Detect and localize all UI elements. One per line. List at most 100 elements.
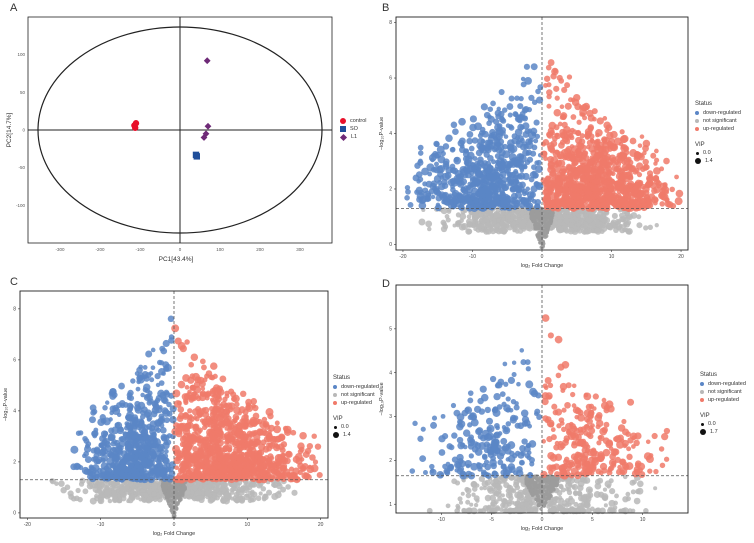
point-up-regulated — [569, 135, 575, 141]
point-down-regulated — [534, 199, 542, 206]
point-not-significant — [177, 498, 182, 503]
panel-letter-a: A — [10, 2, 18, 14]
point-down-regulated — [516, 117, 523, 124]
point-down-regulated — [161, 475, 169, 482]
point-up-regulated — [197, 462, 204, 469]
point-down-regulated — [98, 442, 104, 448]
point-up-regulated — [629, 137, 637, 145]
point-not-significant — [583, 213, 589, 219]
point-up-regulated — [557, 121, 563, 127]
point-not-significant — [524, 223, 532, 231]
point-down-regulated — [97, 467, 103, 474]
point-not-significant — [129, 494, 136, 501]
point-up-regulated — [642, 150, 647, 156]
point-down-regulated — [158, 413, 164, 419]
point-down-regulated — [445, 166, 453, 174]
point-not-significant — [484, 221, 491, 228]
point-not-significant — [204, 490, 211, 497]
point-not-significant — [146, 488, 154, 495]
point-up-regulated — [273, 425, 282, 434]
point-down-regulated — [520, 81, 527, 88]
point-down-regulated — [109, 388, 117, 396]
point-down-regulated — [161, 371, 166, 376]
point-not-significant — [202, 484, 210, 492]
point-not-significant — [567, 221, 574, 228]
point-not-significant — [459, 213, 467, 220]
point-up-regulated — [593, 153, 601, 161]
legend-item-l1: L1 — [339, 133, 367, 141]
point-down-regulated — [435, 165, 444, 174]
point-up-regulated — [663, 157, 670, 165]
point-up-regulated — [202, 467, 210, 474]
point-down-regulated — [143, 375, 150, 382]
point-l1 — [204, 122, 212, 130]
point-up-regulated — [580, 205, 586, 211]
point-not-significant — [189, 489, 195, 495]
point-up-regulated — [554, 198, 562, 206]
point-up-regulated — [559, 104, 565, 110]
point-down-regulated — [127, 406, 134, 412]
point-down-regulated — [489, 128, 496, 136]
point-up-regulated — [568, 178, 575, 184]
point-up-regulated — [273, 435, 282, 443]
y-tick-label: 2 — [389, 187, 392, 193]
point-up-regulated — [605, 196, 612, 203]
point-down-regulated — [163, 448, 169, 454]
panel-letter-b: B — [382, 2, 390, 14]
point-up-regulated — [176, 400, 182, 406]
point-up-regulated — [579, 184, 585, 189]
legend-marker-control — [340, 118, 346, 124]
point-down-regulated — [508, 95, 515, 102]
point-up-regulated — [282, 425, 289, 432]
point-up-regulated — [588, 125, 594, 131]
point-up-regulated — [610, 130, 618, 139]
point-down-regulated — [130, 467, 137, 474]
point-up-regulated — [625, 163, 633, 171]
point-down-regulated — [526, 191, 535, 199]
point-not-significant — [514, 210, 519, 215]
point-not-significant — [88, 480, 95, 487]
point-up-regulated — [176, 415, 184, 423]
point-down-regulated — [487, 106, 494, 112]
point-down-regulated — [128, 452, 135, 459]
point-down-regulated — [530, 63, 538, 71]
point-not-significant — [491, 220, 497, 225]
point-not-significant — [98, 490, 104, 496]
point-down-regulated — [157, 359, 163, 366]
point-down-regulated — [449, 146, 456, 153]
point-down-regulated — [97, 418, 105, 426]
point-down-regulated — [519, 155, 527, 163]
point-up-regulated — [606, 140, 614, 148]
point-up-regulated — [172, 389, 181, 398]
point-not-significant — [441, 221, 447, 227]
point-up-regulated — [230, 454, 236, 461]
point-down-regulated — [533, 138, 539, 144]
point-up-regulated — [550, 156, 559, 165]
point-not-significant — [610, 220, 616, 226]
point-not-significant — [512, 228, 517, 233]
point-not-significant — [160, 481, 165, 486]
point-up-regulated — [654, 157, 660, 163]
point-not-significant — [157, 486, 162, 491]
point-not-significant — [594, 227, 602, 235]
point-up-regulated — [217, 388, 225, 396]
point-up-regulated — [572, 192, 581, 201]
point-down-regulated — [135, 386, 141, 392]
point-down-regulated — [434, 161, 439, 167]
point-up-regulated — [184, 385, 190, 390]
point-down-regulated — [90, 409, 97, 416]
point-down-regulated — [525, 141, 534, 150]
point-not-significant — [622, 218, 629, 224]
point-up-regulated — [249, 467, 257, 474]
point-up-regulated — [591, 192, 598, 199]
point-up-regulated — [190, 384, 197, 391]
point-down-regulated — [535, 88, 541, 95]
point-up-regulated — [281, 452, 286, 458]
point-up-regulated — [193, 467, 200, 474]
point-down-regulated — [134, 462, 140, 469]
legend-item-so: SO — [340, 125, 367, 133]
point-not-significant — [141, 483, 147, 490]
point-down-regulated — [513, 183, 518, 189]
point-up-regulated — [306, 443, 314, 450]
point-not-significant — [272, 483, 277, 488]
